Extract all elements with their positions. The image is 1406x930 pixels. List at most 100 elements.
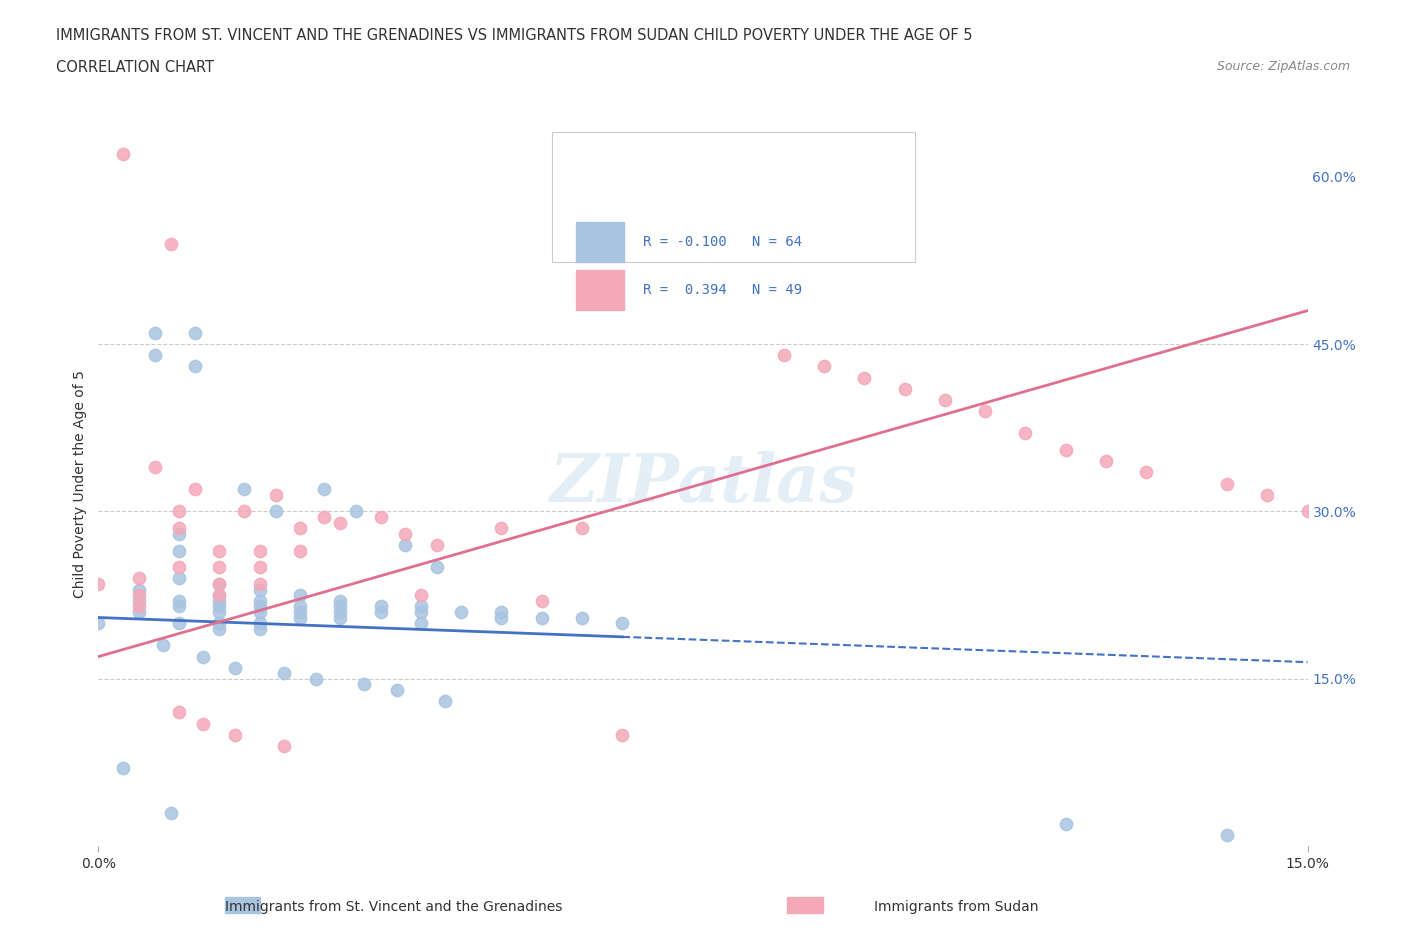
Point	[344, 504, 367, 519]
Point	[370, 604, 392, 619]
Point	[329, 515, 352, 530]
Y-axis label: Child Poverty Under the Age of 5: Child Poverty Under the Age of 5	[73, 369, 87, 598]
Point	[208, 616, 231, 631]
Point	[167, 705, 190, 720]
Point	[208, 621, 231, 636]
Point	[934, 392, 956, 407]
Point	[409, 604, 432, 619]
Point	[394, 538, 416, 552]
Point	[167, 543, 190, 558]
Point	[1095, 454, 1118, 469]
Text: IMMIGRANTS FROM ST. VINCENT AND THE GRENADINES VS IMMIGRANTS FROM SUDAN CHILD PO: IMMIGRANTS FROM ST. VINCENT AND THE GREN…	[56, 28, 973, 43]
Point	[249, 616, 271, 631]
Point	[224, 660, 246, 675]
Point	[184, 482, 207, 497]
Point	[128, 588, 150, 603]
Point	[160, 236, 183, 251]
Point	[160, 805, 183, 820]
Point	[208, 577, 231, 591]
Point	[612, 727, 634, 742]
Point	[167, 504, 190, 519]
Point	[128, 582, 150, 597]
Point	[128, 599, 150, 614]
Point	[249, 582, 271, 597]
Point	[167, 593, 190, 608]
Point	[264, 487, 287, 502]
Point	[434, 694, 457, 709]
Point	[288, 610, 311, 625]
Point	[208, 543, 231, 558]
Point	[409, 616, 432, 631]
Point	[353, 677, 375, 692]
Point	[314, 482, 336, 497]
Point	[329, 599, 352, 614]
Point	[208, 588, 231, 603]
Point	[491, 610, 513, 625]
Point	[249, 560, 271, 575]
Point	[571, 521, 593, 536]
Point	[208, 593, 231, 608]
Point	[409, 599, 432, 614]
Point	[143, 326, 166, 340]
Point	[1054, 443, 1077, 458]
Point	[772, 348, 794, 363]
Text: ZIPatlas: ZIPatlas	[550, 451, 856, 516]
Point	[1014, 426, 1036, 441]
Text: R =  0.394   N = 49: R = 0.394 N = 49	[643, 283, 801, 297]
Text: R = -0.100   N = 64: R = -0.100 N = 64	[643, 235, 801, 249]
Point	[288, 543, 311, 558]
Text: Immigrants from Sudan: Immigrants from Sudan	[875, 899, 1038, 914]
Point	[385, 683, 408, 698]
Point	[249, 577, 271, 591]
Point	[111, 147, 134, 162]
Point	[208, 604, 231, 619]
Text: Immigrants from St. Vincent and the Grenadines: Immigrants from St. Vincent and the Gren…	[225, 899, 562, 914]
Point	[273, 666, 295, 681]
Point	[426, 538, 449, 552]
Point	[329, 604, 352, 619]
Point	[1296, 504, 1319, 519]
Point	[232, 504, 254, 519]
Point	[152, 638, 174, 653]
FancyBboxPatch shape	[576, 270, 624, 310]
Point	[232, 482, 254, 497]
Point	[409, 588, 432, 603]
Point	[491, 604, 513, 619]
Point	[370, 599, 392, 614]
Point	[288, 599, 311, 614]
Point	[111, 761, 134, 776]
Point	[329, 610, 352, 625]
Point	[1216, 476, 1239, 491]
Point	[249, 621, 271, 636]
Point	[530, 610, 553, 625]
Point	[1054, 817, 1077, 831]
Point	[249, 604, 271, 619]
Point	[530, 593, 553, 608]
Point	[491, 521, 513, 536]
Point	[329, 593, 352, 608]
Point	[273, 738, 295, 753]
Point	[167, 616, 190, 631]
Point	[87, 577, 110, 591]
Point	[1135, 465, 1157, 480]
Point	[394, 526, 416, 541]
Point	[813, 359, 835, 374]
Point	[249, 543, 271, 558]
Point	[167, 560, 190, 575]
Point	[208, 599, 231, 614]
Point	[184, 326, 207, 340]
Point	[167, 599, 190, 614]
Point	[314, 510, 336, 525]
Point	[167, 521, 190, 536]
Point	[193, 716, 215, 731]
Point	[167, 571, 190, 586]
Point	[571, 610, 593, 625]
Point	[208, 577, 231, 591]
FancyBboxPatch shape	[553, 132, 915, 262]
Point	[143, 459, 166, 474]
Point	[167, 526, 190, 541]
Point	[208, 560, 231, 575]
Point	[974, 404, 997, 418]
Point	[450, 604, 472, 619]
Point	[288, 604, 311, 619]
